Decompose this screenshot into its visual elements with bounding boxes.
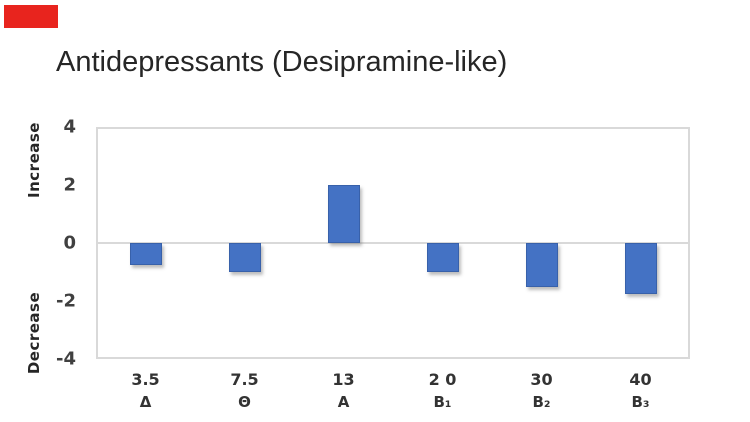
x-axis-label-symbol: Θ <box>238 393 251 411</box>
zero-gridline <box>96 242 690 244</box>
y-axis-tick-label: 4 <box>63 116 76 138</box>
x-axis-label-symbol: A <box>337 393 350 411</box>
x-axis-label-dose: 3.5 <box>131 370 160 389</box>
x-axis-label-dose: 40 <box>629 370 652 389</box>
x-axis-label-dose: 7.5 <box>230 370 259 389</box>
x-axis-label-symbol: B₁ <box>433 393 452 411</box>
x-axis-label-symbol: Δ <box>139 393 152 411</box>
x-axis-label-symbol: B₃ <box>631 393 650 411</box>
bar <box>624 243 657 294</box>
bar <box>426 243 459 272</box>
y-axis-tick-label: 0 <box>63 232 76 254</box>
y-axis-tick-label: -2 <box>56 290 76 312</box>
x-axis-label-dose: 13 <box>332 370 355 389</box>
y-axis-tick-label: -4 <box>56 348 76 370</box>
red-rectangle-shape <box>4 5 58 28</box>
x-axis-label-dose: 2 0 <box>428 370 457 389</box>
y-axis-tick-label: 2 <box>63 174 76 196</box>
bar <box>228 243 261 272</box>
bar <box>525 243 558 287</box>
x-axis-label-dose: 30 <box>530 370 553 389</box>
bar <box>129 243 162 265</box>
slide-title: Antidepressants (Desipramine-like) <box>56 46 508 78</box>
x-axis-label-symbol: B₂ <box>532 393 551 411</box>
bar <box>327 185 360 243</box>
